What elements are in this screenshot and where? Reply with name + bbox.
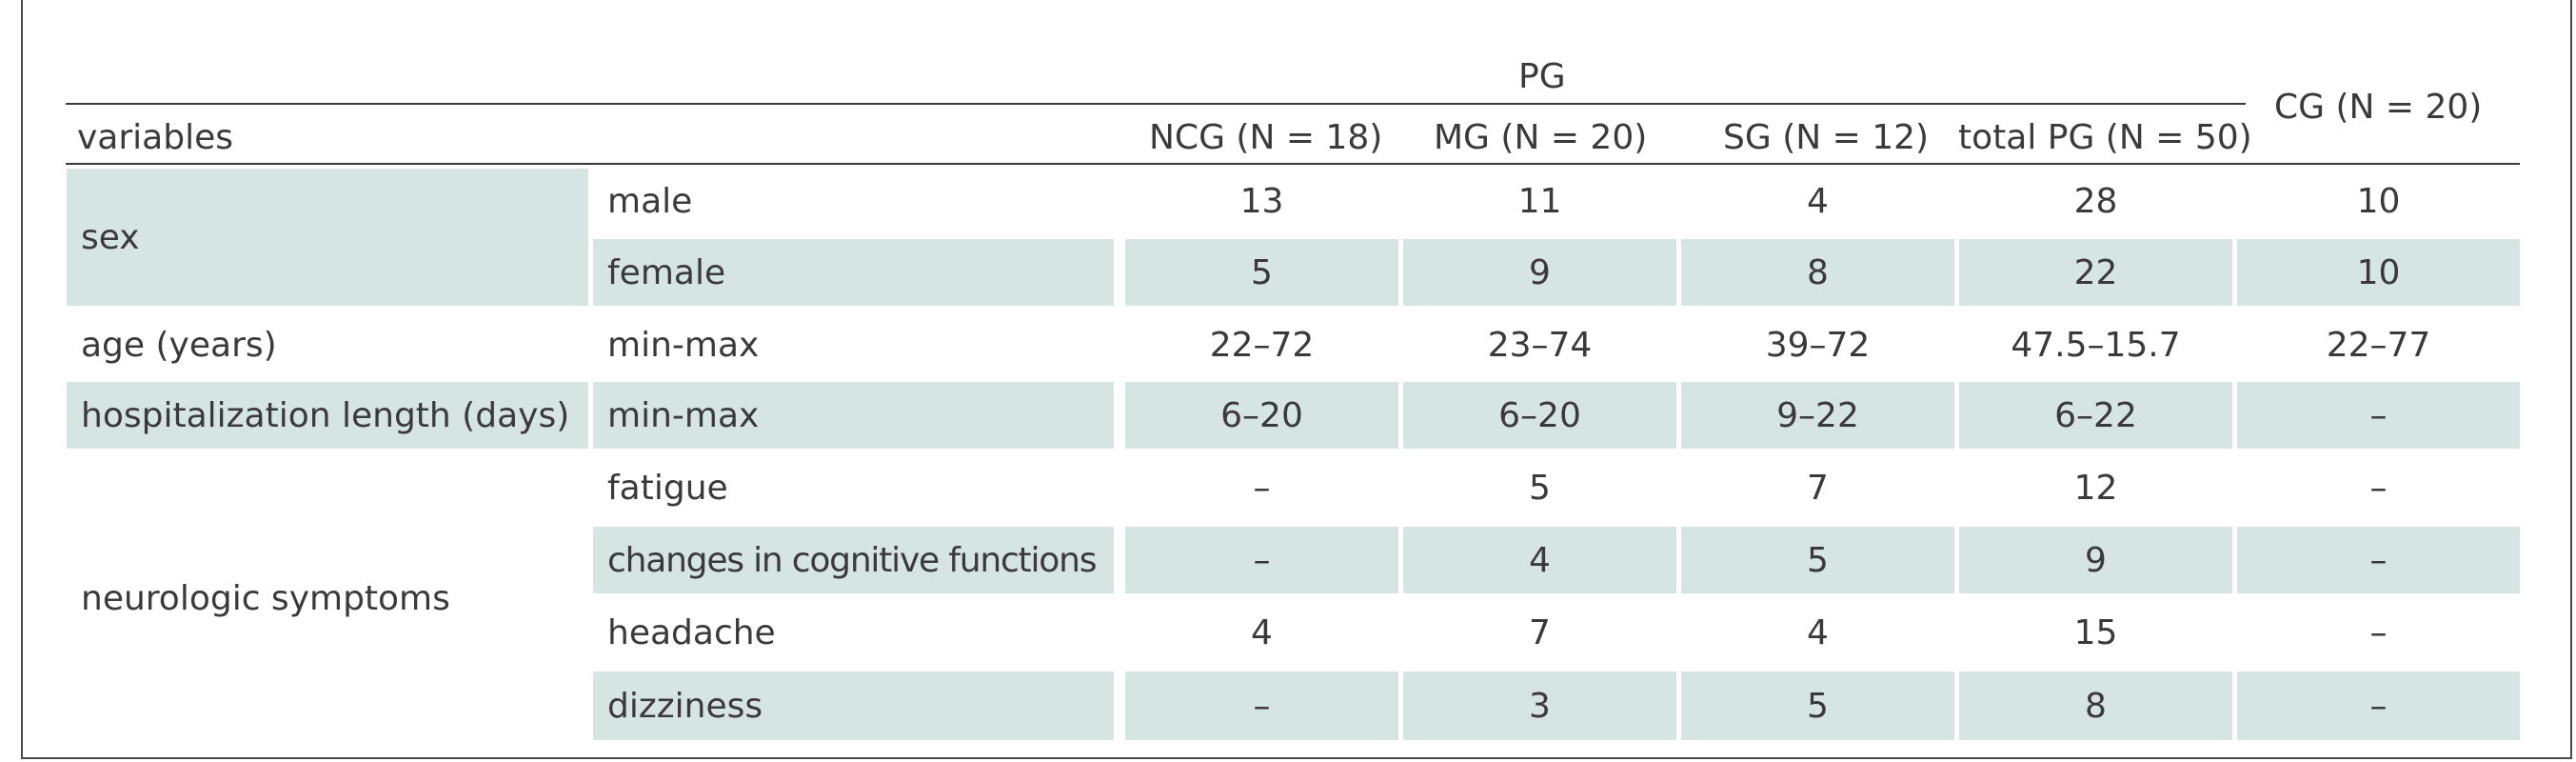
cell-sg: 9–22 <box>1681 382 1954 449</box>
cell-ncg: 22–72 <box>1209 325 1315 365</box>
cell-total-pg: 28 <box>2073 181 2118 221</box>
cell-ncg: 13 <box>1239 181 1284 221</box>
group-label-sex: sex <box>67 169 588 306</box>
row-sub-label: fatigue <box>607 468 728 508</box>
cell-cg: – <box>2237 672 2520 740</box>
cell-sg: 39–72 <box>1765 325 1871 365</box>
row-sub-label: changes in cognitive functions <box>593 527 1114 593</box>
row-sub-label: min-max <box>593 382 1114 449</box>
cell-sg: 5 <box>1681 672 1954 740</box>
cell-cg: – <box>2237 527 2520 593</box>
cell-ncg: – <box>1125 672 1398 740</box>
cell-sg: 4 <box>1807 181 1829 221</box>
column-header-mg: MG (N = 20) <box>1434 118 1648 157</box>
cg-header: CG (N = 20) <box>2274 88 2483 127</box>
group-label-hospitalization: hospitalization length (days) <box>67 382 588 449</box>
group-label-age: age (years) <box>81 325 277 365</box>
cell-total-pg: 9 <box>1959 527 2232 593</box>
cell-ncg: – <box>1253 468 1271 508</box>
cell-mg: 4 <box>1403 527 1676 593</box>
cell-mg: 7 <box>1529 612 1551 652</box>
cell-cg: – <box>2369 468 2388 508</box>
cell-cg: – <box>2237 382 2520 449</box>
cell-ncg: 5 <box>1125 239 1398 306</box>
cell-total-pg: 22 <box>1959 239 2232 306</box>
header-top-rule <box>66 103 1120 105</box>
table-frame <box>21 0 2572 759</box>
cell-sg: 7 <box>1807 468 1829 508</box>
cell-cg: 10 <box>2237 239 2520 306</box>
cell-sg: 5 <box>1681 527 1954 593</box>
cell-mg: 3 <box>1403 672 1676 740</box>
cell-total-pg: 47.5–15.7 <box>2011 325 2181 365</box>
cell-total-pg: 12 <box>2073 468 2118 508</box>
cell-mg: 9 <box>1403 239 1676 306</box>
header-bottom-rule <box>66 163 2520 165</box>
cell-mg: 6–20 <box>1403 382 1676 449</box>
cell-ncg: 4 <box>1251 612 1273 652</box>
cell-mg: 11 <box>1517 181 1562 221</box>
cell-sg: 8 <box>1681 239 1954 306</box>
column-header-sg: SG (N = 12) <box>1723 118 1930 157</box>
group-label-neurologic: neurologic symptoms <box>81 578 450 618</box>
cell-sg: 4 <box>1807 612 1829 652</box>
cell-ncg: 6–20 <box>1125 382 1398 449</box>
cell-cg: – <box>2369 612 2388 652</box>
cell-cg: 22–77 <box>2326 325 2431 365</box>
row-sub-label: min-max <box>607 325 760 365</box>
column-header-ncg: NCG (N = 18) <box>1149 118 1383 157</box>
cell-total-pg: 15 <box>2073 612 2118 652</box>
cell-mg: 23–74 <box>1487 325 1593 365</box>
cell-ncg: – <box>1125 527 1398 593</box>
cell-cg: 10 <box>2356 181 2401 221</box>
row-sub-label: headache <box>607 612 776 652</box>
cell-total-pg: 6–22 <box>1959 382 2232 449</box>
row-sub-label: dizziness <box>593 672 1114 740</box>
row-sub-label: female <box>593 239 1114 306</box>
pg-group-rule <box>1120 103 2246 105</box>
cell-total-pg: 8 <box>1959 672 2232 740</box>
variables-header: variables <box>77 118 233 157</box>
column-header-total-pg: total PG (N = 50) <box>1958 118 2252 157</box>
row-sub-label: male <box>607 181 693 221</box>
pg-group-header: PG <box>1518 57 1566 96</box>
cell-mg: 5 <box>1529 468 1551 508</box>
